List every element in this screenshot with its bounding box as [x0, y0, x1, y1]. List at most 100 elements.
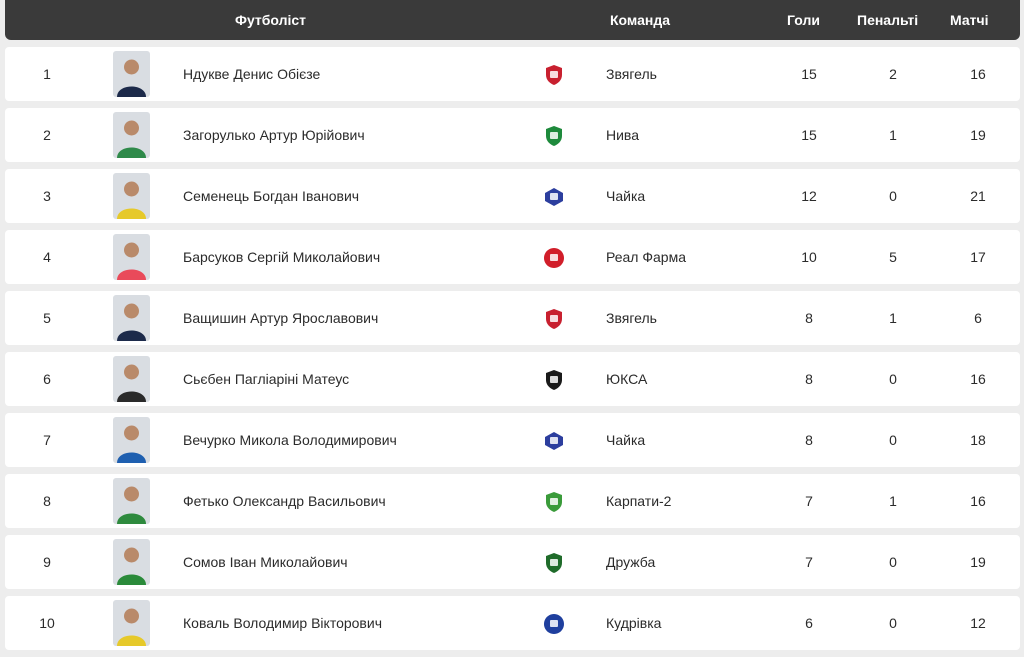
- team-name[interactable]: Реал Фарма: [606, 249, 686, 265]
- player-name[interactable]: Сьєбен Пагліаріні Матеус: [183, 371, 350, 387]
- player-photo[interactable]: [113, 600, 150, 646]
- table-row[interactable]: 10 Коваль Володимир Вікторович Кудрівка …: [5, 596, 1020, 650]
- player-photo[interactable]: [113, 173, 150, 219]
- penalties-cell: 0: [889, 432, 897, 448]
- penalties-cell: 0: [889, 188, 897, 204]
- penalties-cell: 1: [889, 127, 897, 143]
- player-name[interactable]: Вечурко Микола Володимирович: [183, 432, 397, 448]
- avatar-icon: [113, 173, 150, 219]
- table-row[interactable]: 3 Семенець Богдан Іванович Чайка 12 0 21: [5, 169, 1020, 223]
- penalties-cell: 5: [889, 249, 897, 265]
- team-logo-icon[interactable]: [543, 430, 565, 452]
- goals-cell: 8: [805, 310, 813, 326]
- matches-cell: 16: [970, 371, 986, 387]
- team-name[interactable]: Нива: [606, 127, 639, 143]
- avatar-icon: [113, 51, 150, 97]
- team-logo-icon[interactable]: [543, 125, 565, 147]
- goals-cell: 15: [801, 127, 817, 143]
- rank-cell: 1: [43, 66, 51, 82]
- matches-cell: 18: [970, 432, 986, 448]
- team-name[interactable]: Звягель: [606, 310, 657, 326]
- team-name[interactable]: Карпати-2: [606, 493, 672, 509]
- team-logo-icon[interactable]: [543, 369, 565, 391]
- player-name[interactable]: Сомов Іван Миколайович: [183, 554, 348, 570]
- team-logo-icon[interactable]: [543, 308, 565, 330]
- table-row[interactable]: 5 Ващишин Артур Ярославович Звягель 8 1 …: [5, 291, 1020, 345]
- penalties-cell: 2: [889, 66, 897, 82]
- avatar-icon: [113, 295, 150, 341]
- matches-cell: 16: [970, 493, 986, 509]
- rank-cell: 10: [39, 615, 55, 631]
- team-name[interactable]: Дружба: [606, 554, 656, 570]
- penalties-cell: 0: [889, 554, 897, 570]
- avatar-icon: [113, 234, 150, 280]
- goals-cell: 8: [805, 432, 813, 448]
- avatar-icon: [113, 539, 150, 585]
- matches-cell: 19: [970, 127, 986, 143]
- player-photo[interactable]: [113, 356, 150, 402]
- table-row[interactable]: 2 Загорулько Артур Юрійович Нива 15 1 19: [5, 108, 1020, 162]
- matches-cell: 17: [970, 249, 986, 265]
- rank-cell: 8: [43, 493, 51, 509]
- player-photo[interactable]: [113, 112, 150, 158]
- rank-cell: 6: [43, 371, 51, 387]
- team-name[interactable]: Чайка: [606, 432, 646, 448]
- team-logo-icon[interactable]: [543, 491, 565, 513]
- matches-cell: 12: [970, 615, 986, 631]
- column-header-team[interactable]: Команда: [610, 12, 670, 28]
- table-row[interactable]: 8 Фетько Олександр Васильович Карпати-2 …: [5, 474, 1020, 528]
- table-row[interactable]: 7 Вечурко Микола Володимирович Чайка 8 0…: [5, 413, 1020, 467]
- matches-cell: 21: [970, 188, 986, 204]
- avatar-icon: [113, 356, 150, 402]
- team-name[interactable]: Чайка: [606, 188, 646, 204]
- team-name[interactable]: ЮКСА: [606, 371, 648, 387]
- column-header-player[interactable]: Футболіст: [235, 12, 307, 28]
- player-photo[interactable]: [113, 417, 150, 463]
- player-name[interactable]: Загорулько Артур Юрійович: [183, 127, 365, 143]
- team-logo-icon[interactable]: [543, 64, 565, 86]
- player-name[interactable]: Ващишин Артур Ярославович: [183, 310, 379, 326]
- goals-cell: 6: [805, 615, 813, 631]
- team-logo-icon[interactable]: [543, 552, 565, 574]
- player-name[interactable]: Барсуков Сергій Миколайович: [183, 249, 381, 265]
- column-header-matches[interactable]: Матчі: [950, 12, 989, 28]
- goals-cell: 10: [801, 249, 817, 265]
- team-logo-icon[interactable]: [543, 613, 565, 635]
- rank-cell: 4: [43, 249, 51, 265]
- player-name[interactable]: Фетько Олександр Васильович: [183, 493, 386, 509]
- player-name[interactable]: Ндукве Денис Обієзе: [183, 66, 321, 82]
- team-logo-icon[interactable]: [543, 247, 565, 269]
- matches-cell: 6: [974, 310, 982, 326]
- scorers-table: 1 Ндукве Денис Обієзе Звягель 15 2 16 2: [5, 47, 1020, 657]
- team-name[interactable]: Кудрівка: [606, 615, 662, 631]
- column-header-goals[interactable]: Голи: [787, 12, 820, 28]
- table-row[interactable]: 4 Барсуков Сергій Миколайович Реал Фарма…: [5, 230, 1020, 284]
- matches-cell: 19: [970, 554, 986, 570]
- matches-cell: 16: [970, 66, 986, 82]
- player-name[interactable]: Семенець Богдан Іванович: [183, 188, 360, 204]
- player-photo[interactable]: [113, 234, 150, 280]
- goals-cell: 8: [805, 371, 813, 387]
- rank-cell: 7: [43, 432, 51, 448]
- penalties-cell: 0: [889, 615, 897, 631]
- player-photo[interactable]: [113, 539, 150, 585]
- penalties-cell: 1: [889, 310, 897, 326]
- goals-cell: 7: [805, 493, 813, 509]
- team-name[interactable]: Звягель: [606, 66, 657, 82]
- avatar-icon: [113, 112, 150, 158]
- penalties-cell: 0: [889, 371, 897, 387]
- player-photo[interactable]: [113, 478, 150, 524]
- player-name[interactable]: Коваль Володимир Вікторович: [183, 615, 382, 631]
- column-header-penalties[interactable]: Пенальті: [857, 12, 919, 28]
- player-photo[interactable]: [113, 295, 150, 341]
- goals-cell: 12: [801, 188, 817, 204]
- table-row[interactable]: 6 Сьєбен Пагліаріні Матеус ЮКСА 8 0 16: [5, 352, 1020, 406]
- team-logo-icon[interactable]: [543, 186, 565, 208]
- table-row[interactable]: 9 Сомов Іван Миколайович Дружба 7 0 19: [5, 535, 1020, 589]
- rank-cell: 2: [43, 127, 51, 143]
- avatar-icon: [113, 478, 150, 524]
- penalties-cell: 1: [889, 493, 897, 509]
- table-row[interactable]: 1 Ндукве Денис Обієзе Звягель 15 2 16: [5, 47, 1020, 101]
- player-photo[interactable]: [113, 51, 150, 97]
- goals-cell: 7: [805, 554, 813, 570]
